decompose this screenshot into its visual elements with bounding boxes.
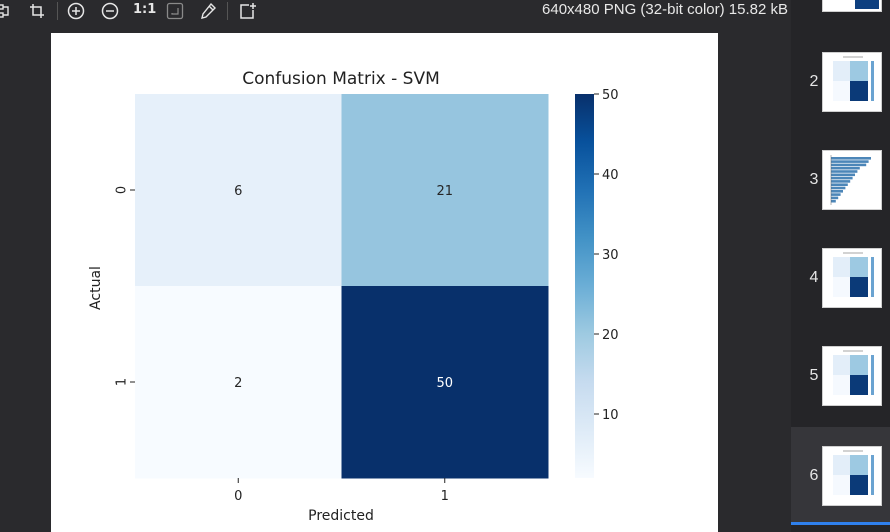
thumbnail-6[interactable]: 6 xyxy=(791,427,890,525)
thumbnail-1-image[interactable] xyxy=(822,0,882,12)
y-tick-label: 1 xyxy=(115,378,130,386)
crop-icon[interactable] xyxy=(28,1,46,21)
color-picker-icon[interactable] xyxy=(198,1,218,21)
toolbar: 1:1 640x480 PNG (32-bit color) 15.82 kB xyxy=(0,0,790,24)
colorbar-tick-label: 20 xyxy=(602,328,619,343)
thumbnail-number: 5 xyxy=(809,367,819,384)
confusion-matrix-chart: Confusion Matrix - SVM 6 21 2 50 0 1 0 1 Pred… xyxy=(88,69,619,524)
thumbnail-5[interactable]: 5 xyxy=(791,327,890,425)
colorbar xyxy=(575,94,594,478)
thumbnail-image xyxy=(822,248,882,308)
thumbnail-3[interactable]: 3 xyxy=(791,131,890,229)
active-thumbnail-indicator xyxy=(791,522,890,525)
new-window-icon[interactable] xyxy=(237,1,259,21)
heatmap-cell xyxy=(341,286,549,479)
fit-window-icon[interactable] xyxy=(165,1,185,21)
toolbar-separator xyxy=(57,2,58,20)
zoom-in-icon[interactable] xyxy=(66,1,86,21)
actual-size-icon[interactable]: 1:1 xyxy=(133,2,157,17)
toolbar-separator xyxy=(227,2,228,20)
thumbnail-2[interactable]: 2 xyxy=(791,33,890,131)
thumbnail-image xyxy=(822,346,882,406)
heatmap-cell xyxy=(135,286,342,479)
heatmap-cell xyxy=(341,94,549,287)
heatmap-cell xyxy=(135,94,342,287)
thumbnail-number: 6 xyxy=(809,467,819,484)
image-canvas[interactable]: Confusion Matrix - SVM 6 21 2 50 0 1 0 1 Pred… xyxy=(51,33,718,532)
chart-title: Confusion Matrix - SVM xyxy=(242,69,440,89)
x-axis-label: Predicted xyxy=(308,508,374,524)
x-tick-label: 0 xyxy=(234,489,242,504)
cell-annotation: 50 xyxy=(436,376,453,391)
y-axis-label: Actual xyxy=(88,266,104,310)
cell-annotation: 2 xyxy=(234,376,242,391)
thumbnail-number: 2 xyxy=(809,73,819,90)
thumbnail-4[interactable]: 4 xyxy=(791,229,890,327)
colorbar-tick-label: 50 xyxy=(602,88,619,103)
file-info: 640x480 PNG (32-bit color) 15.82 kB xyxy=(542,1,788,18)
thumbnail-number: 3 xyxy=(809,171,819,188)
y-tick-label: 0 xyxy=(115,186,130,194)
thumbnail-image xyxy=(822,446,882,506)
cell-annotation: 6 xyxy=(234,184,242,199)
x-tick-label: 1 xyxy=(441,489,449,504)
thumbnail-image xyxy=(822,150,882,210)
colorbar-tick-label: 40 xyxy=(602,168,619,183)
thumbnail-image xyxy=(822,52,882,112)
colorbar-tick-label: 10 xyxy=(602,408,619,423)
thumbnail-number: 4 xyxy=(809,269,819,286)
zoom-out-icon[interactable] xyxy=(100,1,120,21)
selection-icon[interactable] xyxy=(0,1,12,21)
cell-annotation: 21 xyxy=(436,184,453,199)
colorbar-tick-label: 30 xyxy=(602,248,619,263)
